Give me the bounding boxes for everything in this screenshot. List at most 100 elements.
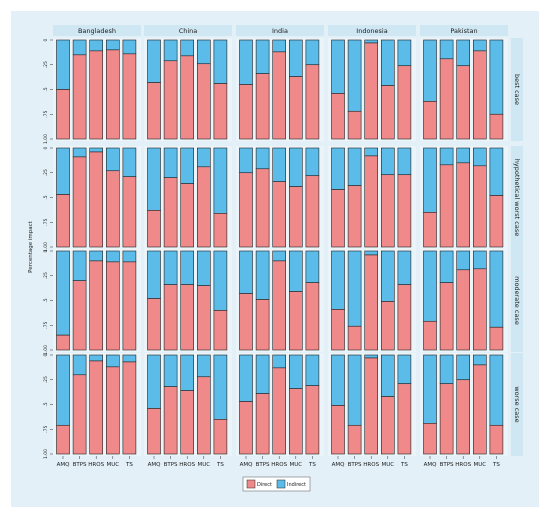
bar-direct-worse-case-bangladesh-muc [106, 366, 120, 455]
bar-indirect-worse-case-india-btps [255, 354, 270, 394]
bar-indirect-moderate-case-india-ts [305, 250, 320, 283]
y-tick-label-3-2: .5 [43, 402, 49, 406]
strip-pakistan [420, 25, 508, 36]
y-axes: 0.25.5.751.000.25.5.751.000.25.5.751.000… [43, 38, 53, 459]
bar-indirect-moderate-case-bangladesh-muc [106, 250, 120, 263]
legend-swatch-direct [246, 479, 256, 489]
bar-indirect-hypothetical-worst-case-indonesia-muc [380, 147, 395, 176]
strip-india [236, 25, 324, 36]
bar-direct-hypothetical-worst-case-pakistan-amq [423, 212, 437, 248]
bar-indirect-moderate-case-india-hros [272, 250, 287, 262]
x-tick-label-indonesia-hros: HROS [363, 462, 379, 468]
bar-direct-best-case-indonesia-btps [347, 110, 362, 140]
bar-direct-moderate-case-china-btps [163, 284, 178, 351]
bar-indirect-worse-case-china-btps [163, 354, 178, 387]
bar-indirect-moderate-case-bangladesh-btps [72, 250, 87, 282]
bar-direct-worse-case-pakistan-amq [423, 423, 437, 455]
y-tick-label-0-1: .25 [43, 61, 49, 68]
bar-indirect-best-case-indonesia-ts [397, 39, 412, 67]
bar-indirect-hypothetical-worst-case-india-btps [255, 147, 270, 170]
bar-indirect-best-case-china-btps [163, 39, 178, 62]
bar-direct-worse-case-indonesia-muc [380, 396, 395, 455]
x-tick-label-china-muc: MUC [197, 462, 210, 468]
bar-indirect-moderate-case-bangladesh-ts [122, 250, 137, 263]
bar-indirect-worse-case-indonesia-muc [380, 354, 395, 397]
bar-direct-worse-case-indonesia-amq [331, 405, 345, 455]
bar-indirect-worse-case-indonesia-btps [347, 354, 362, 426]
bar-indirect-best-case-indonesia-amq [331, 39, 345, 94]
bar-indirect-moderate-case-bangladesh-amq [56, 250, 70, 336]
bar-direct-hypothetical-worst-case-india-ts [305, 175, 320, 248]
legend: Direct Indirect [242, 476, 311, 492]
x-tick-label-indonesia-btps: BTPS [348, 462, 362, 468]
strip-label-bangladesh: Bangladesh [78, 27, 116, 35]
bar-indirect-moderate-case-india-amq [239, 250, 253, 294]
bar-indirect-moderate-case-indonesia-amq [331, 250, 345, 310]
bar-indirect-worse-case-bangladesh-amq [56, 354, 70, 426]
bar-direct-moderate-case-indonesia-btps [347, 325, 362, 351]
bar-direct-worse-case-pakistan-btps [439, 383, 454, 455]
row-strip-label-best-case: best case [513, 74, 521, 105]
bar-direct-worse-case-pakistan-muc [472, 364, 487, 455]
bar-indirect-best-case-bangladesh-btps [72, 39, 87, 56]
bar-indirect-moderate-case-india-btps [255, 250, 270, 300]
bar-indirect-moderate-case-china-amq [147, 250, 161, 299]
bar-indirect-moderate-case-pakistan-amq [423, 250, 437, 322]
bar-indirect-worse-case-china-ts [213, 354, 228, 420]
bar-direct-worse-case-bangladesh-btps [72, 374, 87, 455]
bar-indirect-moderate-case-india-muc [288, 250, 303, 292]
bar-indirect-hypothetical-worst-case-china-amq [147, 147, 161, 211]
bar-indirect-worse-case-india-amq [239, 354, 253, 402]
bar-direct-moderate-case-pakistan-ts [489, 326, 504, 351]
bar-indirect-moderate-case-indonesia-hros [364, 250, 379, 256]
bar-indirect-hypothetical-worst-case-china-ts [213, 147, 228, 214]
legend-swatch-indirect [276, 479, 286, 489]
bar-direct-hypothetical-worst-case-bangladesh-amq [56, 194, 70, 248]
bar-indirect-best-case-pakistan-muc [472, 39, 487, 52]
bar-direct-worse-case-bangladesh-ts [122, 361, 137, 455]
bar-indirect-hypothetical-worst-case-india-ts [305, 147, 320, 177]
row-strip-moderate-case [511, 249, 523, 352]
strip-indonesia [328, 25, 416, 36]
bar-direct-best-case-pakistan-hros [456, 65, 471, 140]
bar-indirect-worse-case-indonesia-amq [331, 354, 345, 406]
bar-direct-best-case-bangladesh-hros [89, 50, 103, 140]
y-tick-label-3-1: .25 [43, 376, 49, 383]
x-tick-label-china-btps: BTPS [164, 462, 178, 468]
bar-indirect-best-case-pakistan-hros [456, 39, 471, 67]
x-tick-label-bangladesh-amq: AMQ [57, 462, 71, 468]
bar-direct-moderate-case-pakistan-hros [456, 269, 471, 351]
bar-direct-hypothetical-worst-case-china-btps [163, 177, 178, 248]
x-tick-label-bangladesh-btps: BTPS [73, 462, 87, 468]
legend-box [242, 476, 311, 492]
bar-direct-best-case-india-btps [255, 73, 270, 140]
x-tick-label-pakistan-hros: HROS [455, 462, 471, 468]
bar-indirect-hypothetical-worst-case-china-btps [163, 147, 178, 179]
bar-direct-best-case-china-amq [147, 82, 161, 140]
x-tick-label-pakistan-btps: BTPS [440, 462, 454, 468]
y-tick-label-1-1: .25 [43, 169, 49, 176]
bar-direct-worse-case-china-muc [197, 376, 211, 455]
bar-indirect-worse-case-pakistan-amq [423, 354, 437, 424]
bar-indirect-worse-case-indonesia-hros [364, 354, 379, 359]
bar-direct-best-case-bangladesh-muc [106, 49, 120, 140]
bar-direct-best-case-china-ts [213, 83, 228, 140]
y-tick-label-0-4: 1.00 [43, 134, 49, 144]
bar-indirect-hypothetical-worst-case-bangladesh-btps [72, 147, 87, 158]
bar-direct-hypothetical-worst-case-indonesia-muc [380, 174, 395, 248]
bar-indirect-hypothetical-worst-case-pakistan-hros [456, 147, 471, 164]
bar-direct-best-case-china-muc [197, 63, 211, 140]
bar-indirect-best-case-china-ts [213, 39, 228, 84]
bar-direct-moderate-case-china-amq [147, 298, 161, 351]
bar-indirect-best-case-bangladesh-amq [56, 39, 70, 90]
bar-direct-worse-case-india-ts [305, 385, 320, 455]
bar-indirect-moderate-case-pakistan-muc [472, 250, 487, 270]
bar-indirect-hypothetical-worst-case-bangladesh-hros [89, 147, 103, 153]
bar-indirect-hypothetical-worst-case-pakistan-btps [439, 147, 454, 166]
bar-indirect-worse-case-indonesia-ts [397, 354, 412, 385]
bar-indirect-hypothetical-worst-case-indonesia-ts [397, 147, 412, 176]
bar-indirect-hypothetical-worst-case-pakistan-muc [472, 147, 487, 167]
bar-direct-worse-case-china-amq [147, 408, 161, 455]
bar-indirect-best-case-pakistan-ts [489, 39, 504, 115]
y-tick-label-0-0: 0 [43, 38, 49, 41]
